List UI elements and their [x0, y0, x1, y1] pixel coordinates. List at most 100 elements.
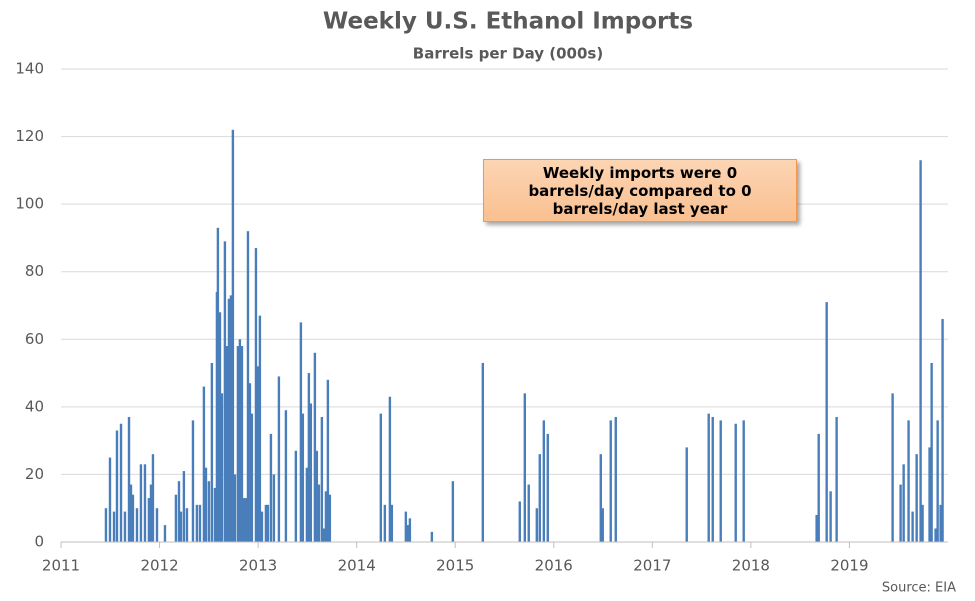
bar	[123, 511, 127, 542]
bar	[324, 491, 328, 542]
annotation: Weekly imports were 0 barrels/day compar…	[483, 159, 797, 222]
bar	[216, 227, 220, 543]
bar	[127, 416, 131, 542]
y-tick-label: 120	[15, 127, 44, 145]
bar	[277, 376, 281, 542]
bar	[328, 494, 332, 542]
bar	[601, 508, 604, 542]
bar	[233, 474, 237, 542]
bar	[149, 484, 153, 542]
bar	[315, 450, 319, 542]
bar	[227, 298, 231, 542]
bar	[254, 248, 258, 543]
bar	[119, 423, 123, 542]
bar	[383, 504, 387, 542]
bar	[535, 508, 539, 542]
y-tick-label: 60	[25, 330, 44, 348]
bar	[213, 487, 217, 542]
bar	[523, 393, 527, 542]
y-tick-label: 40	[25, 397, 44, 415]
chart-title: Weekly U.S. Ethanol Imports	[323, 9, 693, 35]
bar	[825, 302, 828, 542]
bar	[147, 498, 151, 542]
bar	[182, 471, 186, 542]
bar	[294, 450, 298, 542]
bar	[207, 481, 211, 542]
bar	[223, 241, 227, 543]
bar	[711, 416, 714, 542]
bar	[112, 511, 116, 542]
bar	[390, 504, 394, 542]
bar	[220, 393, 224, 542]
bar	[902, 464, 905, 542]
bar	[238, 339, 242, 542]
bar	[939, 504, 942, 542]
bar	[151, 454, 155, 542]
x-tick-label: 2013	[239, 557, 277, 575]
bar	[179, 511, 183, 542]
bar	[734, 423, 737, 542]
chart-subtitle: Barrels per Day (000s)	[413, 45, 603, 63]
bar	[609, 420, 612, 542]
bar	[174, 494, 178, 542]
bar	[198, 504, 202, 542]
bar	[258, 315, 262, 542]
bar	[155, 508, 159, 542]
bar	[246, 231, 250, 542]
bar	[225, 346, 229, 542]
bar	[236, 346, 240, 542]
bar	[218, 312, 222, 542]
bar	[430, 531, 434, 542]
x-tick-label: 2011	[42, 557, 80, 575]
bar	[231, 129, 235, 543]
bar	[143, 464, 147, 542]
bar	[891, 393, 894, 542]
bar	[742, 420, 745, 542]
bar	[185, 508, 189, 542]
bar	[934, 528, 937, 542]
bar	[299, 322, 303, 542]
bar	[921, 504, 924, 542]
bar	[451, 481, 455, 542]
bar	[685, 447, 688, 542]
bar	[202, 386, 206, 542]
source: Source: EIA	[882, 581, 956, 596]
bar	[309, 403, 313, 542]
bar	[835, 416, 838, 542]
bar	[266, 504, 270, 542]
bar	[320, 416, 324, 542]
bar	[313, 352, 317, 542]
bar	[256, 366, 260, 542]
bar	[272, 474, 276, 542]
x-tick-label: 2015	[436, 557, 474, 575]
bar	[139, 464, 143, 542]
bar	[301, 413, 305, 542]
bar	[546, 433, 549, 542]
bar	[260, 511, 264, 542]
bar	[542, 420, 546, 542]
bar	[284, 410, 288, 542]
bar	[614, 416, 617, 542]
bar	[481, 362, 485, 542]
bar	[264, 504, 268, 542]
bar	[936, 420, 939, 542]
bar	[244, 498, 248, 542]
bar	[941, 319, 944, 542]
bar	[719, 420, 722, 542]
bar	[829, 491, 832, 542]
bar	[240, 346, 244, 542]
bar	[229, 295, 233, 542]
x-tick-label: 2012	[140, 557, 178, 575]
bar	[135, 508, 139, 542]
bar	[404, 511, 408, 542]
bar	[518, 501, 521, 542]
bar	[317, 484, 321, 542]
x-tick-label: 2017	[633, 557, 671, 575]
y-tick-label: 100	[15, 195, 44, 213]
bar	[104, 508, 108, 542]
bar	[899, 484, 902, 542]
x-tick-label: 2016	[535, 557, 573, 575]
y-tick-label: 0	[34, 533, 44, 551]
